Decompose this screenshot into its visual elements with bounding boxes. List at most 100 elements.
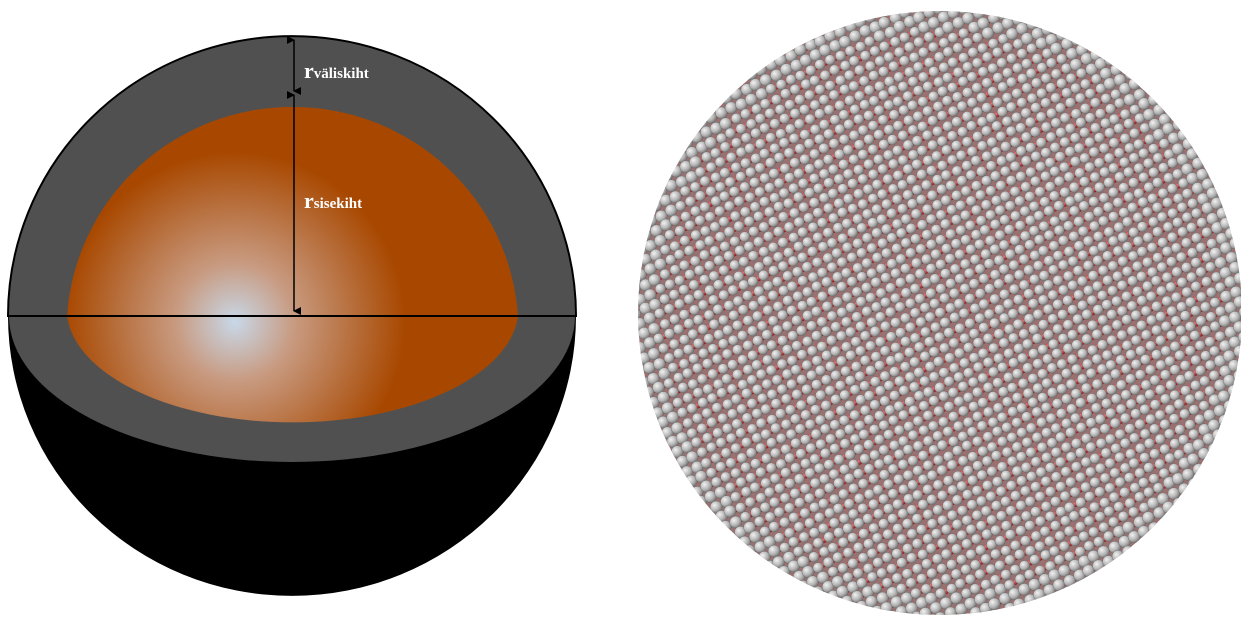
metal-atom (924, 361, 936, 372)
metal-atom (704, 211, 716, 223)
metal-atom (654, 258, 667, 271)
metal-atom (677, 382, 689, 393)
metal-atom (1137, 196, 1149, 208)
metal-atom (1176, 251, 1187, 263)
metal-atom (1111, 319, 1123, 331)
metal-atom (735, 171, 747, 183)
metal-atom (714, 156, 726, 168)
metal-atom (792, 266, 803, 278)
metal-atom (779, 113, 790, 125)
metal-atom (1018, 583, 1031, 596)
metal-atom (1124, 472, 1135, 484)
metal-atom (1142, 280, 1153, 292)
metal-atom (766, 339, 778, 351)
metal-atom (1204, 359, 1216, 371)
metal-atom (1100, 447, 1112, 459)
atomistic-sphere (638, 11, 1241, 615)
metal-atom (834, 148, 845, 160)
metal-atom (862, 208, 873, 220)
metal-atom (762, 354, 773, 366)
metal-atom (889, 36, 901, 48)
metal-atom (1081, 309, 1093, 320)
metal-atom (715, 106, 728, 120)
metal-atom (994, 229, 1006, 241)
metal-atom (995, 130, 1007, 142)
metal-atom (1010, 210, 1021, 222)
metal-atom (1090, 122, 1101, 134)
metal-atom (953, 420, 964, 432)
metal-atom (873, 105, 885, 116)
metal-atom (663, 377, 675, 389)
metal-atom (986, 514, 998, 526)
metal-atom (1028, 323, 1040, 335)
metal-atom (712, 303, 724, 315)
metal-atom (1121, 290, 1133, 302)
metal-atom (863, 439, 875, 451)
metal-atom (791, 389, 803, 400)
metal-atom (964, 317, 976, 329)
metal-atom (881, 198, 893, 210)
metal-atom (1146, 314, 1158, 326)
metal-atom (898, 483, 909, 495)
metal-atom (1194, 340, 1206, 351)
metal-atom (1103, 226, 1115, 238)
metal-atom (1070, 108, 1082, 120)
metal-atom (869, 45, 881, 57)
metal-atom (769, 142, 781, 154)
metal-atom (922, 459, 934, 471)
metal-atom (1020, 535, 1031, 547)
metal-atom (986, 441, 998, 453)
metal-atom (764, 182, 776, 194)
metal-atom (1069, 205, 1080, 217)
metal-atom (960, 564, 972, 575)
metal-atom (965, 524, 977, 535)
metal-atom (992, 47, 1003, 58)
metal-atom (1053, 200, 1065, 212)
metal-atom (1054, 554, 1065, 566)
metal-atom (1055, 102, 1066, 114)
metal-atom (1021, 82, 1033, 94)
metal-atom (871, 227, 883, 239)
metal-atom (875, 311, 886, 323)
metal-atom (1069, 58, 1083, 71)
metal-atom (1045, 412, 1057, 424)
metal-atom (743, 215, 755, 227)
metal-atom (869, 424, 880, 435)
metal-atom (867, 120, 879, 132)
metal-atom (839, 438, 851, 450)
metal-atom (845, 302, 857, 313)
metal-atom (1104, 53, 1117, 66)
metal-atom (754, 516, 765, 527)
metal-atom (1008, 259, 1020, 271)
metal-atom (830, 369, 842, 381)
metal-atom (1171, 266, 1183, 278)
metal-atom (1097, 314, 1109, 326)
metal-atom (1194, 390, 1206, 402)
metal-atom (1054, 151, 1066, 163)
metal-atom (730, 467, 742, 479)
metal-atom (962, 61, 973, 73)
metal-atom (848, 55, 860, 67)
metal-atom (890, 342, 902, 353)
metal-atom (887, 183, 899, 195)
metal-atom (993, 328, 1005, 340)
metal-atom (1129, 384, 1141, 395)
metal-atom (967, 47, 979, 58)
metal-atom (719, 190, 730, 202)
metal-atom (773, 177, 785, 189)
metal-atom (1067, 255, 1079, 267)
metal-atom (767, 315, 779, 327)
metal-atom (677, 407, 688, 418)
metal-atom (787, 255, 799, 267)
metal-atom (1164, 355, 1176, 367)
metal-atom (1080, 78, 1091, 90)
metal-atom (765, 364, 777, 376)
metal-atom (1008, 357, 1019, 369)
metal-atom (874, 434, 885, 446)
metal-atom (1113, 123, 1125, 134)
metal-atom (1074, 92, 1086, 104)
metal-atom (1072, 265, 1084, 277)
metal-atom (865, 340, 876, 352)
metal-atom (1059, 186, 1071, 198)
